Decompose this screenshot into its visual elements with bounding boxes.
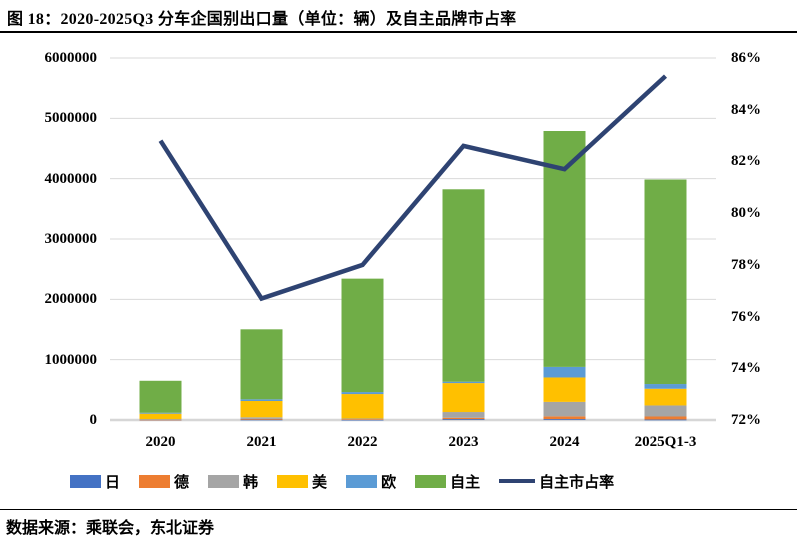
- bar-segment-自主-2025Q1-3: [644, 179, 687, 385]
- legend-label: 美: [312, 474, 328, 491]
- legend-label: 自主市占率: [539, 474, 615, 491]
- bar-segment-韩-2025Q1-3: [644, 405, 687, 417]
- legend-item-自主: 自主: [415, 471, 480, 492]
- bar-segment-自主-2020: [139, 380, 182, 413]
- data-source: 数据来源：乘联会，东北证券: [6, 520, 215, 537]
- legend-label: 韩: [243, 474, 259, 491]
- chart-plot-area: [110, 57, 716, 422]
- y-left-tick-label: 5000000: [44, 110, 98, 127]
- legend-item-自主市占率: 自主市占率: [499, 471, 614, 492]
- legend-item-日: 日: [70, 471, 120, 492]
- chart-legend: 日 德 韩 美 欧 自主 自主市占率: [70, 470, 614, 492]
- title-divider: [0, 31, 797, 33]
- bar-segment-欧-2022: [341, 392, 384, 395]
- y-left-tick-label: 1000000: [44, 351, 98, 368]
- bar-segment-日-2022: [341, 419, 384, 421]
- y-right-tick-label: 76%: [731, 308, 761, 325]
- bar-segment-韩-2024: [543, 401, 586, 417]
- bar-segment-德-2022: [341, 419, 384, 421]
- y-right-tick-label: 80%: [731, 205, 761, 222]
- legend-color-swatch: [415, 474, 447, 488]
- bar-segment-欧-2021: [240, 399, 283, 401]
- bar-segment-欧-2025Q1-3: [644, 384, 687, 389]
- y-right-tick-label: 82%: [731, 153, 761, 170]
- bar-segment-美-2022: [341, 394, 384, 419]
- bar-segment-韩-2023: [442, 412, 485, 418]
- x-axis-category-label: 2023: [448, 434, 479, 450]
- footer-divider: [0, 509, 797, 510]
- bar-segment-日-2023: [442, 419, 485, 421]
- bar-segment-美-2023: [442, 383, 485, 413]
- legend-item-欧: 欧: [346, 471, 396, 492]
- bar-segment-欧-2024: [543, 366, 586, 378]
- legend-item-德: 德: [139, 471, 189, 492]
- bar-segment-日-2025Q1-3: [644, 419, 687, 421]
- bar-segment-自主-2023: [442, 189, 485, 382]
- bar-segment-德-2023: [442, 417, 485, 420]
- y-left-tick-label: 4000000: [44, 170, 98, 187]
- figure-title: 图 18：2020-2025Q3 分车企国别出口量（单位：辆）及自主品牌市占率: [7, 11, 517, 28]
- y-right-tick-label: 86%: [731, 50, 761, 66]
- legend-label: 欧: [381, 474, 397, 491]
- x-axis-category-label: 2025Q1-3: [634, 434, 697, 450]
- bar-segment-美-2021: [240, 401, 283, 418]
- legend-label: 德: [174, 474, 190, 491]
- y-left-tick-label: 2000000: [44, 291, 98, 308]
- y-right-tick-label: 74%: [731, 360, 761, 377]
- bar-segment-德-2024: [543, 416, 586, 420]
- y-left-tick-label: 3000000: [44, 231, 98, 247]
- legend-color-swatch: [277, 474, 309, 488]
- legend-color-swatch: [208, 474, 240, 488]
- legend-item-美: 美: [277, 471, 327, 492]
- market-share-line: [158, 74, 668, 302]
- y-right-tick-label: 72%: [731, 412, 761, 428]
- legend-color-swatch: [139, 474, 171, 488]
- bar-segment-自主-2021: [240, 329, 283, 400]
- bar-segment-德-2025Q1-3: [644, 416, 687, 420]
- bar-segment-欧-2023: [442, 381, 485, 384]
- y-right-tick-label: 84%: [731, 101, 761, 118]
- bar-segment-自主-2022: [341, 278, 384, 393]
- legend-item-韩: 韩: [208, 471, 258, 492]
- y-right-tick-label: 78%: [731, 256, 761, 273]
- bar-segment-日-2021: [240, 419, 283, 421]
- bar-segment-韩-2021: [240, 417, 283, 419]
- bar-segment-德-2021: [240, 418, 283, 420]
- legend-color-swatch: [346, 474, 378, 488]
- bar-segment-德-2020: [139, 419, 182, 421]
- y-left-tick-label: 6000000: [44, 50, 98, 66]
- legend-line-swatch: [499, 479, 536, 483]
- x-axis-category-label: 2022: [347, 434, 378, 450]
- bar-segment-韩-2020: [139, 419, 182, 420]
- y-left-tick-label: 0: [89, 412, 98, 428]
- x-axis-category-label: 2020: [145, 434, 176, 450]
- bar-segment-日-2024: [543, 419, 586, 421]
- bar-segment-美-2025Q1-3: [644, 388, 687, 406]
- legend-label: 自主: [450, 474, 481, 491]
- bar-segment-美-2024: [543, 377, 586, 402]
- bar-segment-欧-2020: [139, 412, 182, 414]
- export-volume-chart: 0 1000000 2000000 3000000 4000000 5000000 6000…: [0, 34, 797, 464]
- legend-label: 日: [105, 474, 121, 491]
- x-axis-category-label: 2024: [549, 434, 580, 450]
- legend-color-swatch: [70, 474, 101, 488]
- x-axis-category-label: 2021: [246, 434, 277, 450]
- bar-segment-美-2020: [139, 413, 182, 420]
- bar-segment-韩-2022: [341, 418, 384, 420]
